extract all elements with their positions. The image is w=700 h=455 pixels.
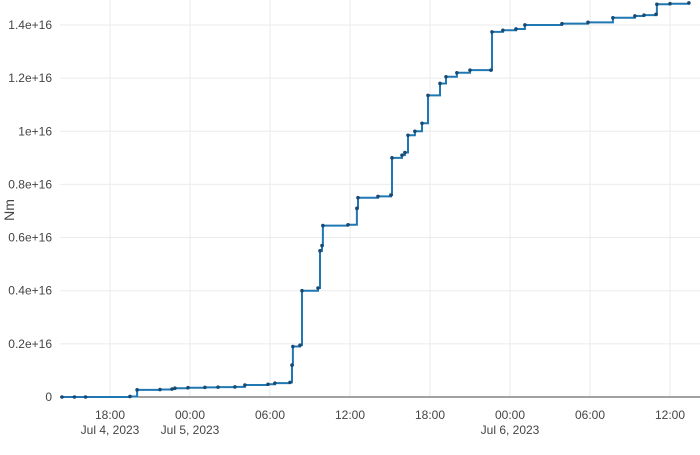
data-point xyxy=(356,195,360,200)
y-tick-label: 0 xyxy=(45,390,52,404)
data-point xyxy=(72,395,77,399)
data-point xyxy=(300,288,304,293)
series xyxy=(60,1,691,399)
y-tick-label: 1.4e+16 xyxy=(8,18,52,32)
y-tick-label: 0.2e+16 xyxy=(8,337,52,351)
data-point xyxy=(455,71,459,75)
data-point xyxy=(438,81,442,86)
data-point xyxy=(654,12,658,17)
x-tick-label: 06:00 xyxy=(255,408,285,422)
grid xyxy=(60,0,700,398)
y-tick-label: 0.6e+16 xyxy=(8,231,52,245)
data-point xyxy=(60,395,64,399)
x-tick-label: 18:00 xyxy=(95,408,125,422)
y-tick-label: 0.4e+16 xyxy=(8,284,52,298)
data-point xyxy=(170,387,174,391)
data-point xyxy=(406,133,410,138)
data-point xyxy=(316,286,320,290)
x-tick-label: 00:00 xyxy=(495,408,525,422)
data-point xyxy=(83,395,88,399)
x-tick-date-label: Jul 4, 2023 xyxy=(81,423,140,437)
x-tick-label: 00:00 xyxy=(175,408,205,422)
x-tick-label: 18:00 xyxy=(415,408,445,422)
data-point xyxy=(346,223,350,227)
data-point xyxy=(158,387,162,392)
data-point xyxy=(273,381,277,385)
data-point xyxy=(523,23,527,27)
data-point xyxy=(186,385,190,390)
data-point xyxy=(355,206,359,211)
series-line xyxy=(62,2,690,398)
x-tick-date-label: Jul 5, 2023 xyxy=(161,423,220,437)
data-point xyxy=(444,74,448,79)
data-point xyxy=(633,14,637,18)
x-tick-date-label: Jul 6, 2023 xyxy=(481,423,540,437)
data-point xyxy=(321,223,325,228)
x-tick-label: 12:00 xyxy=(335,408,365,422)
data-point xyxy=(560,21,564,26)
y-tick-label: 1.2e+16 xyxy=(8,71,52,85)
data-point xyxy=(489,68,493,72)
data-point xyxy=(243,383,247,387)
data-point xyxy=(426,93,430,98)
data-point xyxy=(135,388,139,392)
data-point xyxy=(468,68,472,72)
data-point xyxy=(291,344,295,349)
data-point xyxy=(290,363,294,367)
data-point xyxy=(216,385,220,389)
data-point xyxy=(173,386,177,391)
x-tick-label: 12:00 xyxy=(655,408,685,422)
data-point xyxy=(403,150,407,155)
data-point xyxy=(203,385,207,390)
data-point xyxy=(420,121,424,126)
data-point xyxy=(266,382,270,387)
data-point xyxy=(128,394,132,399)
data-point xyxy=(320,243,324,248)
data-point xyxy=(389,193,393,197)
data-point xyxy=(490,30,494,34)
data-point xyxy=(390,156,394,160)
data-point xyxy=(687,1,691,5)
data-point xyxy=(642,13,646,17)
data-point xyxy=(288,380,292,385)
data-point xyxy=(400,153,404,157)
y-axis: 0 0.2e+16 0.4e+16 0.6e+16 0.8e+16 1e+16 1.2e+1… xyxy=(8,18,52,404)
data-point xyxy=(413,129,417,134)
y-tick-label: 0.8e+16 xyxy=(8,177,52,191)
data-point xyxy=(298,343,302,347)
data-point xyxy=(318,249,322,253)
data-point xyxy=(514,27,518,31)
data-point xyxy=(233,385,237,389)
y-axis-label: Nm xyxy=(1,199,17,221)
data-point xyxy=(376,194,380,199)
data-point xyxy=(611,16,615,20)
y-tick-label: 1e+16 xyxy=(18,124,52,138)
data-point xyxy=(668,1,672,6)
data-point xyxy=(501,28,505,33)
data-point xyxy=(655,2,659,7)
data-point xyxy=(586,20,590,25)
x-tick-label: 06:00 xyxy=(575,408,605,422)
